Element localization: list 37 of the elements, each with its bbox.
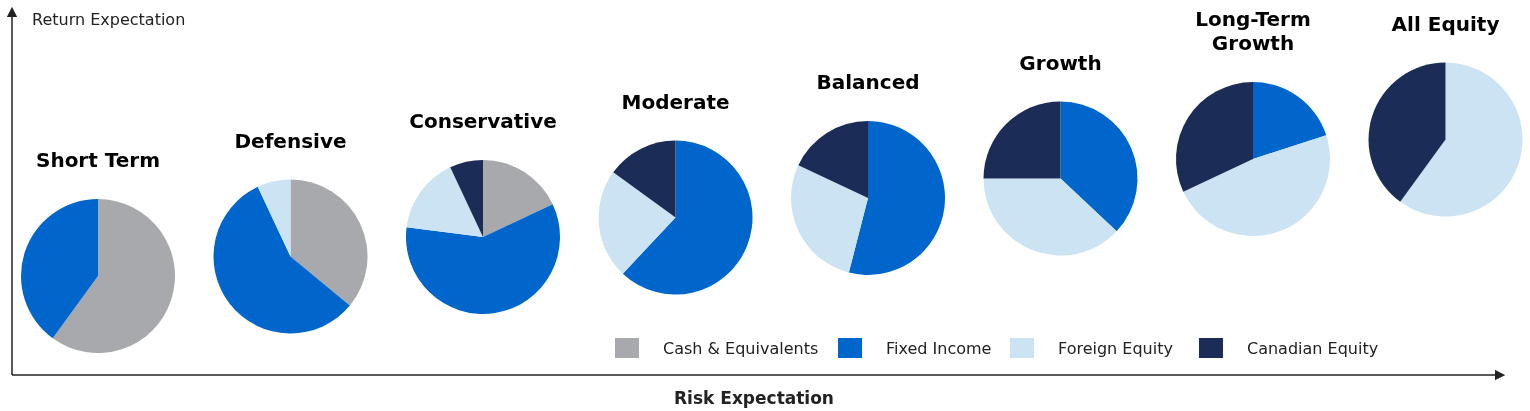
pie-slice — [1060, 101, 1138, 232]
pie-slice — [257, 179, 291, 257]
pie-slice — [450, 160, 483, 237]
chart-title: Defensive — [234, 128, 347, 153]
chart-title: Moderate — [621, 89, 730, 114]
pie-slice — [21, 199, 98, 339]
pie-slice — [406, 204, 560, 314]
text: Return Expectation — [32, 10, 186, 29]
pie-slice — [1368, 62, 1446, 202]
chart-title: Short Term — [35, 148, 161, 172]
pie-slice — [1183, 135, 1330, 236]
pie-slice — [52, 199, 175, 353]
pie-slice — [983, 101, 1061, 179]
legend-label: Cash & Equivalents — [663, 339, 819, 358]
pie-slice — [848, 121, 945, 275]
pie-slice — [791, 165, 868, 273]
pie-slice — [1400, 62, 1523, 217]
pie-slice — [798, 121, 868, 198]
pie-slice — [622, 140, 753, 295]
legend-label: Fixed Income — [886, 339, 992, 358]
pie-slice — [983, 178, 1117, 256]
pie-slice — [483, 160, 553, 237]
chart-title: Conservative — [409, 109, 557, 133]
legend-label: Foreign Equity — [1058, 339, 1173, 358]
chart-title: Balanced — [816, 70, 920, 94]
pie-slice — [613, 140, 676, 218]
pie-slice — [598, 172, 676, 274]
chart-title: All Equity — [1391, 11, 1500, 36]
pie-slice — [1176, 82, 1253, 192]
legend-label: Canadian Equity — [1247, 339, 1379, 358]
chart-title: Growth — [1019, 50, 1102, 75]
pie-slice — [406, 167, 483, 237]
pie-slice — [1253, 82, 1327, 159]
chart-title: Long-Term Growth — [1195, 7, 1311, 55]
pie-slice — [290, 179, 368, 306]
pie-slice — [213, 186, 350, 334]
text: Risk Expectation — [674, 388, 834, 408]
